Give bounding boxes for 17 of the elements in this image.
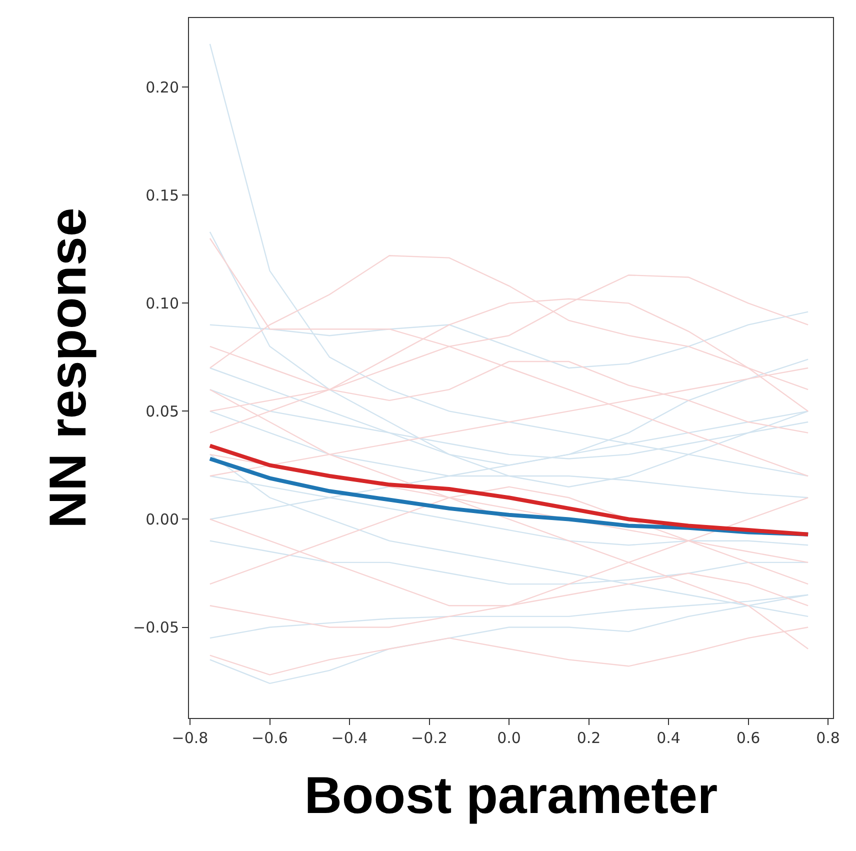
y-tick-label: −0.05	[133, 618, 179, 637]
x-tick-label: −0.4	[331, 729, 368, 747]
x-axis-title: Boost parameter	[304, 766, 718, 825]
x-tick-label: 0.6	[736, 729, 760, 747]
x-tick-label: 0.2	[576, 729, 601, 747]
y-tick-label: 0.15	[146, 186, 179, 204]
x-tick-label: −0.2	[411, 729, 448, 747]
y-tick-label: 0.00	[146, 510, 179, 528]
x-tick-label: 0.8	[816, 729, 840, 747]
x-tick-label: 0.0	[497, 729, 521, 747]
y-tick-label: 0.10	[146, 294, 179, 312]
x-tick-label: −0.6	[252, 729, 288, 747]
y-tick-label: 0.20	[146, 78, 179, 96]
y-tick-label: 0.05	[146, 402, 179, 420]
x-tick-label: −0.8	[172, 729, 208, 747]
y-axis-title: NN response	[39, 208, 98, 528]
x-tick-label: 0.4	[656, 729, 680, 747]
